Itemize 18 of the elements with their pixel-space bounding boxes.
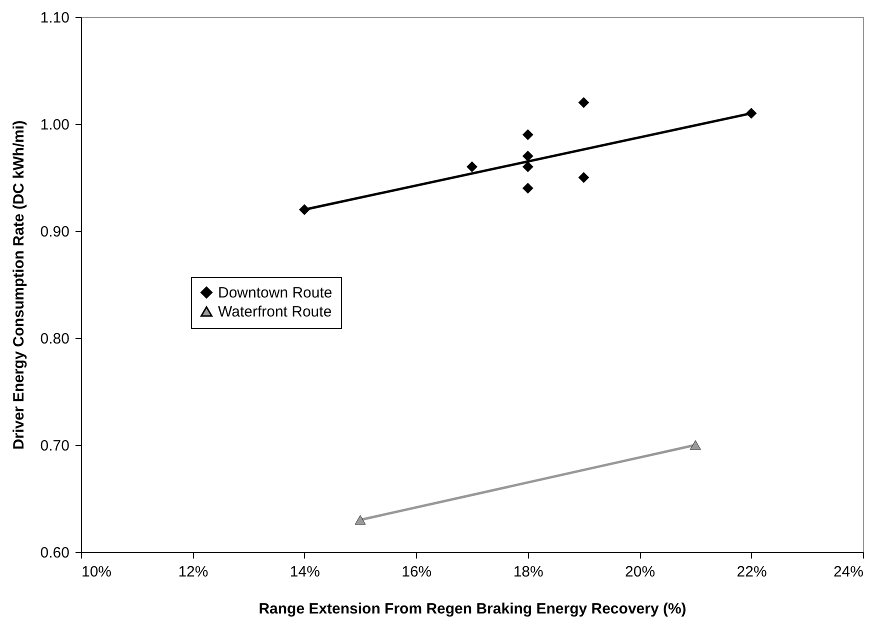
y-tick-label: 0.60 [40,544,70,562]
y-tick-label: 0.80 [40,330,70,348]
y-tick-label: 1.00 [40,116,70,134]
y-tick-label: 0.90 [40,224,70,240]
x-tick-label: 10% [82,564,112,580]
y-axis-title: Driver Energy Consumption Rate (DC kWh/mi) [10,120,28,450]
x-tick-label: 22% [736,564,767,580]
x-axis-title: Range Extension From Regen Braking Energy Recovery (%) [258,600,686,618]
x-tick-label: 20% [625,564,656,580]
legend-label: Waterfront Route [218,304,332,320]
legend-label: Downtown Route [218,284,332,302]
y-tick-label: 0.70 [40,438,70,454]
x-tick-label: 18% [513,564,544,580]
y-tick-label: 1.10 [40,10,70,26]
x-tick-label: 24% [833,564,864,580]
x-tick-label: 16% [402,564,432,580]
x-tick-label: 12% [178,564,208,580]
x-tick-label: 14% [290,564,320,580]
